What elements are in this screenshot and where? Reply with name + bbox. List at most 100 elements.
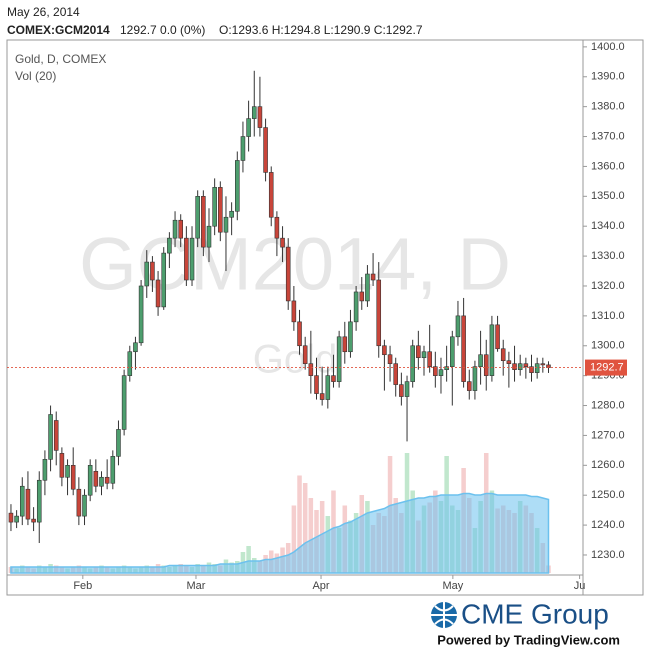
candle-body: [376, 279, 382, 347]
candle-body: [483, 354, 489, 376]
candle-body: [523, 363, 529, 367]
candle-body: [206, 225, 212, 248]
volume-bar: [291, 505, 297, 573]
logo: CME Group: [431, 598, 609, 629]
candle-body: [150, 261, 155, 281]
y-axis-frame: [582, 39, 644, 596]
candle-body: [110, 456, 116, 484]
candle-body: [36, 479, 42, 523]
candle-body: [546, 364, 551, 368]
candle-body: [427, 351, 432, 367]
candle-body: [172, 219, 178, 239]
candle-body: [506, 360, 512, 364]
y-tick-label: 1240.0: [591, 519, 625, 531]
x-tick-label: Apr: [312, 580, 329, 592]
candle-body: [472, 366, 478, 391]
candle-body: [540, 363, 546, 366]
candle-body: [133, 342, 138, 353]
candle-body: [178, 219, 183, 239]
powered-by: Powered by TradingView.com: [437, 632, 620, 647]
candle-body: [65, 465, 70, 478]
volume-ma-area: [10, 492, 550, 574]
change: 1292.7 0.0 (0%): [120, 23, 205, 37]
ohlc: O:1293.6 H:1294.8 L:1290.9 C:1292.7: [219, 23, 423, 37]
y-tick-label: 1340.0: [591, 220, 625, 232]
last-price-box: [585, 359, 627, 376]
candle-body: [201, 196, 206, 248]
candle-body: [410, 345, 415, 382]
candle-body: [382, 345, 387, 356]
x-axis-frame: [6, 574, 584, 596]
candle-body: [70, 465, 76, 490]
candle-body: [155, 279, 161, 308]
candle-body: [314, 375, 319, 394]
candle-body: [212, 187, 217, 227]
candle-body: [534, 363, 540, 373]
watermark: GCM2014, D: [79, 223, 511, 306]
candle-body: [529, 366, 534, 373]
candle-body: [308, 363, 314, 376]
candle-body: [116, 429, 121, 457]
volume-bar: [308, 498, 314, 573]
candle-body: [121, 375, 127, 430]
candle-body: [195, 196, 200, 239]
candle-body: [42, 459, 48, 481]
y-tick-label: 1370.0: [591, 130, 625, 142]
date: May 26, 2014: [7, 5, 80, 19]
candle-body: [319, 393, 325, 400]
candle-body: [263, 127, 268, 173]
x-tick-label: Ju: [574, 580, 586, 592]
candle-body: [246, 118, 251, 137]
candle-body: [144, 261, 150, 287]
volume-label: Vol (20): [15, 69, 56, 83]
candle-body: [302, 345, 308, 364]
candle-body: [76, 488, 82, 517]
candle-body: [25, 488, 31, 520]
candle-body: [53, 420, 59, 451]
candle-body: [251, 106, 257, 119]
candle-body: [466, 381, 472, 391]
y-tick-label: 1320.0: [591, 280, 625, 292]
candle-body: [450, 336, 455, 367]
x-tick-label: Mar: [187, 580, 206, 592]
candle-body: [184, 237, 189, 281]
y-tick-label: 1350.0: [591, 190, 625, 202]
y-tick-label: 1380.0: [591, 101, 625, 113]
y-tick-label: 1280.0: [591, 399, 625, 411]
symbol: COMEX:GCM2014: [7, 23, 110, 37]
y-tick-label: 1300.0: [591, 340, 625, 352]
y-tick-label: 1230.0: [591, 549, 625, 561]
candle-body: [512, 363, 517, 370]
candle-body: [274, 216, 280, 239]
candle-body: [489, 324, 495, 376]
candle-body: [285, 246, 291, 302]
candle-body: [331, 375, 336, 382]
candle-body: [235, 160, 240, 212]
candle-body: [104, 476, 110, 484]
candle-body: [167, 237, 172, 254]
candle-body: [297, 321, 302, 347]
last-price-label: 1292.7: [590, 361, 624, 373]
candle-body: [268, 172, 274, 218]
candle-body: [138, 285, 144, 344]
candle-body: [257, 106, 263, 128]
candle-body: [189, 237, 195, 281]
candle-body: [14, 515, 19, 523]
y-tick-label: 1400.0: [591, 41, 625, 53]
y-tick-label: 1390.0: [591, 71, 625, 83]
y-tick-label: 1330.0: [591, 250, 625, 262]
candle-body: [478, 354, 483, 367]
volume-bar: [302, 483, 308, 573]
candle-body: [348, 321, 353, 353]
volume-bar: [246, 546, 251, 573]
candle-body: [87, 465, 93, 496]
candle-body: [353, 291, 359, 323]
candle-body: [365, 273, 370, 302]
candle-body: [444, 366, 449, 370]
candle-body: [127, 351, 133, 376]
logo-text: CME Group: [461, 598, 609, 629]
candle-body: [495, 324, 500, 350]
candle-body: [161, 252, 167, 308]
x-tick-label: May: [442, 580, 463, 592]
